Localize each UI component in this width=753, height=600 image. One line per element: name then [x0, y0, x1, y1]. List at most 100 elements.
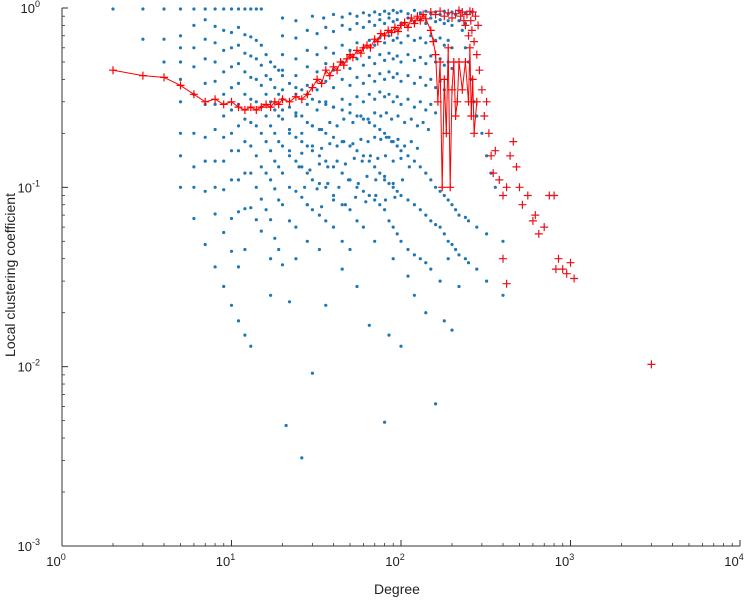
data-point	[391, 159, 395, 163]
plus-marker	[550, 191, 559, 200]
plus-marker	[160, 73, 168, 82]
plus-marker	[465, 43, 474, 52]
data-point	[355, 57, 359, 61]
data-point	[243, 70, 247, 74]
data-point	[340, 77, 344, 81]
data-point	[264, 171, 268, 175]
data-point	[287, 127, 292, 132]
plus-marker	[484, 129, 493, 138]
plus-marker	[262, 100, 271, 109]
data-point	[475, 225, 479, 229]
data-point	[273, 159, 277, 163]
plus-marker	[219, 100, 228, 109]
data-point	[203, 242, 207, 247]
data-point	[317, 154, 321, 158]
data-point	[399, 239, 403, 243]
data-point	[450, 242, 454, 247]
plus-marker	[407, 14, 416, 22]
data-point	[259, 83, 263, 87]
plus-marker	[477, 85, 486, 94]
data-point	[269, 293, 273, 297]
plus-marker	[227, 97, 236, 106]
plus-marker	[451, 9, 460, 18]
data-point	[294, 86, 298, 90]
data-point	[203, 37, 207, 41]
data-point	[367, 13, 371, 17]
data-point	[331, 225, 336, 229]
data-point	[264, 53, 268, 57]
data-point	[355, 284, 359, 289]
data-point	[331, 29, 336, 34]
data-point	[424, 213, 428, 217]
data-point	[259, 131, 263, 135]
data-point	[378, 203, 382, 207]
plus-marker	[444, 8, 453, 17]
data-point	[415, 124, 419, 128]
data-point	[335, 159, 339, 163]
data-point	[379, 114, 383, 118]
data-point	[269, 218, 273, 222]
data-point	[294, 74, 298, 78]
data-point	[355, 21, 359, 26]
data-point	[213, 212, 217, 216]
data-point	[236, 7, 241, 11]
data-point	[395, 72, 399, 76]
data-point	[315, 70, 319, 74]
data-point	[331, 51, 336, 55]
data-point	[412, 38, 416, 43]
data-point	[222, 114, 226, 118]
data-point	[373, 79, 377, 83]
plus-marker	[458, 85, 467, 94]
data-point	[348, 144, 352, 148]
data-point	[192, 216, 196, 221]
data-point	[454, 247, 458, 252]
data-point	[222, 70, 226, 74]
data-point	[387, 333, 391, 337]
data-point	[280, 171, 285, 175]
data-point	[243, 171, 247, 175]
plus-marker	[459, 16, 468, 25]
plus-marker	[502, 183, 511, 192]
data-point	[361, 189, 365, 193]
data-point	[243, 51, 247, 55]
data-point	[438, 189, 442, 193]
data-point	[399, 344, 403, 348]
data-point	[277, 198, 281, 202]
data-point	[395, 36, 399, 40]
data-point	[277, 247, 281, 252]
data-point	[412, 105, 416, 109]
data-point	[352, 156, 356, 160]
data-point	[466, 261, 471, 265]
data-point	[426, 127, 430, 132]
data-point	[203, 135, 207, 139]
data-point	[287, 149, 292, 153]
plus-marker	[461, 58, 470, 66]
data-point	[315, 187, 319, 191]
data-point	[203, 189, 207, 193]
plus-marker	[647, 360, 656, 369]
data-point	[236, 25, 241, 29]
plus-marker	[291, 92, 300, 101]
data-point	[407, 165, 411, 169]
data-point	[300, 114, 304, 118]
data-point	[501, 239, 505, 243]
data-point	[254, 57, 258, 61]
data-point	[236, 319, 241, 323]
plus-marker	[433, 97, 442, 106]
data-point	[310, 97, 314, 101]
data-point	[294, 257, 298, 261]
data-point	[280, 34, 285, 38]
data-point	[351, 120, 355, 125]
data-point	[297, 165, 301, 169]
plus-marker	[482, 97, 491, 106]
plus-marker	[278, 95, 287, 104]
data-point	[393, 195, 397, 199]
data-point	[383, 41, 387, 45]
plus-marker	[339, 61, 348, 70]
data-point	[348, 12, 352, 16]
data-point	[243, 7, 247, 11]
plus-marker	[523, 191, 532, 200]
data-point	[315, 108, 319, 112]
data-point	[243, 247, 247, 252]
data-point	[264, 92, 268, 96]
